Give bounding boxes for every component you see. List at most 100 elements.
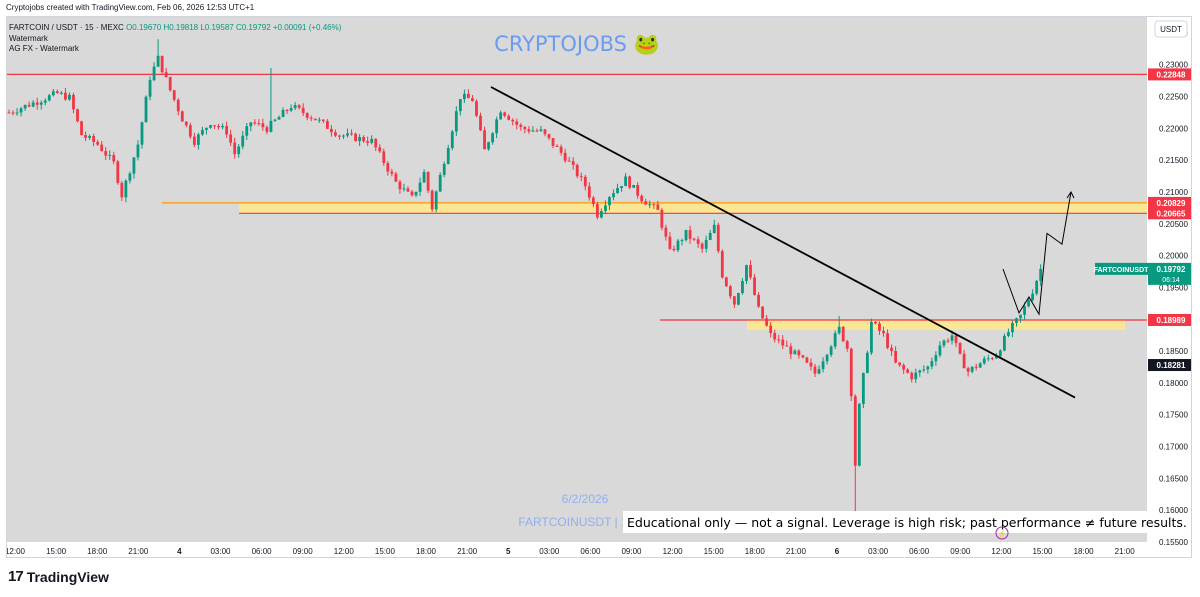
candle-body xyxy=(346,133,349,136)
legend-indicator[interactable]: Watermark xyxy=(9,34,49,43)
candle-body xyxy=(672,248,676,251)
candle-body xyxy=(128,173,132,181)
price-label-box[interactable] xyxy=(1148,313,1192,326)
supply-zone-2 xyxy=(747,319,1125,331)
candle-body xyxy=(1011,322,1014,333)
price-label: 0.20665 xyxy=(1157,209,1186,218)
candle-body xyxy=(442,163,446,175)
legend-close: C0.19792 xyxy=(236,23,273,32)
candle-body xyxy=(265,127,269,132)
last-price-symbol-box[interactable] xyxy=(1095,262,1148,275)
last-price-value: 0.19792 xyxy=(1157,265,1186,274)
candle-body xyxy=(930,361,934,367)
legend-symbol[interactable]: FARTCOIN / USDT · 15 · MEXC O0.19670 H0.… xyxy=(9,23,342,32)
candle-body xyxy=(781,339,785,346)
x-tick-label: 09:00 xyxy=(950,547,971,556)
price-label-box[interactable] xyxy=(1148,68,1192,81)
lightning-icon[interactable] xyxy=(995,526,1009,540)
candle-body xyxy=(104,151,108,156)
candle-body xyxy=(664,227,668,237)
candle-body xyxy=(789,346,793,355)
candle-body xyxy=(523,127,527,130)
candle-body xyxy=(1003,335,1006,351)
y-tick-label: 0.23000 xyxy=(1159,61,1188,70)
price-label-box[interactable] xyxy=(1148,196,1192,209)
supply-zone-1 xyxy=(239,202,1147,214)
candle-body xyxy=(156,55,160,67)
candle-body xyxy=(330,128,333,133)
tradingview-logo[interactable]: 17 TradingView xyxy=(8,568,109,585)
candle-body xyxy=(334,132,337,136)
y-tick-label: 0.17500 xyxy=(1159,411,1188,420)
chart-panel[interactable]: CRYPTOJOBS 🐸0.235000.230000.225000.22000… xyxy=(6,16,1192,558)
time-scale[interactable] xyxy=(7,542,1147,558)
candle-body xyxy=(7,112,11,114)
candle-body xyxy=(164,72,168,78)
candle-body xyxy=(261,123,265,128)
plot-area[interactable] xyxy=(7,17,1147,542)
price-label-box[interactable] xyxy=(1148,359,1192,372)
candle-body xyxy=(241,135,245,147)
candle-body xyxy=(1027,300,1030,307)
candle-body xyxy=(454,111,458,132)
candle-body xyxy=(370,138,374,143)
candle-body xyxy=(712,224,716,233)
x-tick-label: 15:00 xyxy=(1032,547,1053,556)
candle-body xyxy=(1035,280,1039,294)
candle-body xyxy=(35,102,39,105)
currency-badge[interactable] xyxy=(1154,20,1188,38)
x-tick-label: 03:00 xyxy=(210,547,231,556)
candle-body xyxy=(503,112,507,116)
candle-body xyxy=(539,129,543,131)
candle-body xyxy=(511,119,515,122)
candle-body xyxy=(914,372,918,380)
x-tick-label: 21:00 xyxy=(786,547,807,556)
price-label-box[interactable] xyxy=(1148,207,1192,220)
candle-body xyxy=(841,326,845,342)
candle-body xyxy=(910,372,914,380)
candle-body xyxy=(785,345,789,347)
price-label: 0.20829 xyxy=(1157,199,1186,208)
candle-body xyxy=(519,124,523,128)
candle-body xyxy=(753,277,756,295)
candle-body xyxy=(857,403,861,466)
candle-body xyxy=(269,120,273,132)
price-scale[interactable] xyxy=(1147,17,1192,558)
x-tick-label: 4 xyxy=(177,547,182,556)
candle-body xyxy=(176,99,180,112)
candle-body xyxy=(906,369,910,373)
candle-body xyxy=(737,293,740,305)
legend-indicator[interactable]: AG FX - Watermark xyxy=(9,44,80,53)
candle-body xyxy=(966,368,970,372)
candle-body xyxy=(886,333,889,348)
candle-body xyxy=(878,323,881,331)
candle-body xyxy=(297,105,301,108)
candle-body xyxy=(1023,306,1026,315)
candle-body xyxy=(467,93,470,99)
candle-body xyxy=(483,130,486,150)
candle-body xyxy=(59,92,63,94)
last-price-box[interactable] xyxy=(1148,262,1192,285)
candle-body xyxy=(918,370,922,373)
candle-body xyxy=(68,94,71,100)
candle-body xyxy=(978,363,982,368)
projection-path[interactable] xyxy=(1002,191,1072,316)
candle-body xyxy=(986,358,990,360)
x-tick-label: 06:00 xyxy=(252,547,273,556)
trendline[interactable] xyxy=(490,86,1076,399)
candle-body xyxy=(833,333,837,347)
candle-body xyxy=(285,110,289,112)
y-tick-label: 0.15500 xyxy=(1159,538,1188,547)
candle-body xyxy=(994,356,998,359)
candle-body xyxy=(571,161,575,165)
x-tick-label: 21:00 xyxy=(1115,547,1136,556)
candle-body xyxy=(990,358,994,360)
price-label: 0.22848 xyxy=(1157,70,1186,79)
chart-credit: Cryptojobs created with TradingView.com,… xyxy=(0,0,1200,16)
candle-body xyxy=(144,96,148,123)
candle-body xyxy=(724,277,728,287)
candle-body xyxy=(684,229,688,241)
price-chart[interactable]: CRYPTOJOBS 🐸0.235000.230000.225000.22000… xyxy=(7,17,1192,558)
candle-body xyxy=(704,239,708,249)
candle-body xyxy=(898,362,902,366)
